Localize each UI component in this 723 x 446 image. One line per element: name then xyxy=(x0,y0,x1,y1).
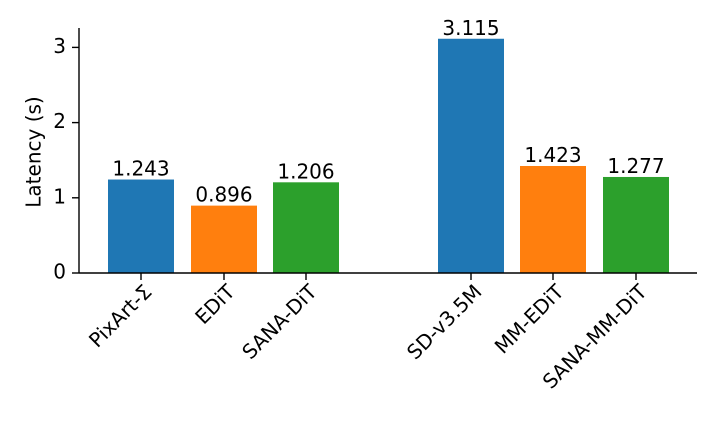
bar-5 xyxy=(603,176,669,273)
x-tick-label-4: MM-EDiT xyxy=(490,279,569,358)
y-ticks-group: 0 1 2 3 xyxy=(53,34,79,284)
value-label-2: 1.206 xyxy=(277,159,334,183)
bar-1 xyxy=(191,205,257,273)
x-tick-label-0: PixArt-Σ xyxy=(84,280,157,353)
value-label-4: 1.423 xyxy=(524,143,581,167)
y-tick-label-0: 0 xyxy=(53,260,66,284)
value-label-3: 3.115 xyxy=(442,16,499,40)
x-tick-label-3: SD-v3.5M xyxy=(402,280,487,365)
bars-group xyxy=(108,38,669,273)
bar-2 xyxy=(273,182,339,273)
y-tick-label-3: 3 xyxy=(53,34,66,58)
value-label-5: 1.277 xyxy=(607,154,664,178)
y-axis-title: Latency (s) xyxy=(22,96,46,207)
x-tick-label-2: SANA-DiT xyxy=(237,279,322,364)
x-tick-label-1: EDiT xyxy=(190,279,240,329)
value-label-0: 1.243 xyxy=(112,157,169,181)
bar-4 xyxy=(520,165,586,273)
bar-0 xyxy=(108,179,174,273)
bar-3 xyxy=(438,38,504,273)
y-tick-label-1: 1 xyxy=(53,184,66,208)
value-label-1: 0.896 xyxy=(195,183,252,207)
y-tick-label-2: 2 xyxy=(53,109,66,133)
value-labels-group: 1.243 0.896 1.206 3.115 1.423 1.277 xyxy=(112,16,664,207)
